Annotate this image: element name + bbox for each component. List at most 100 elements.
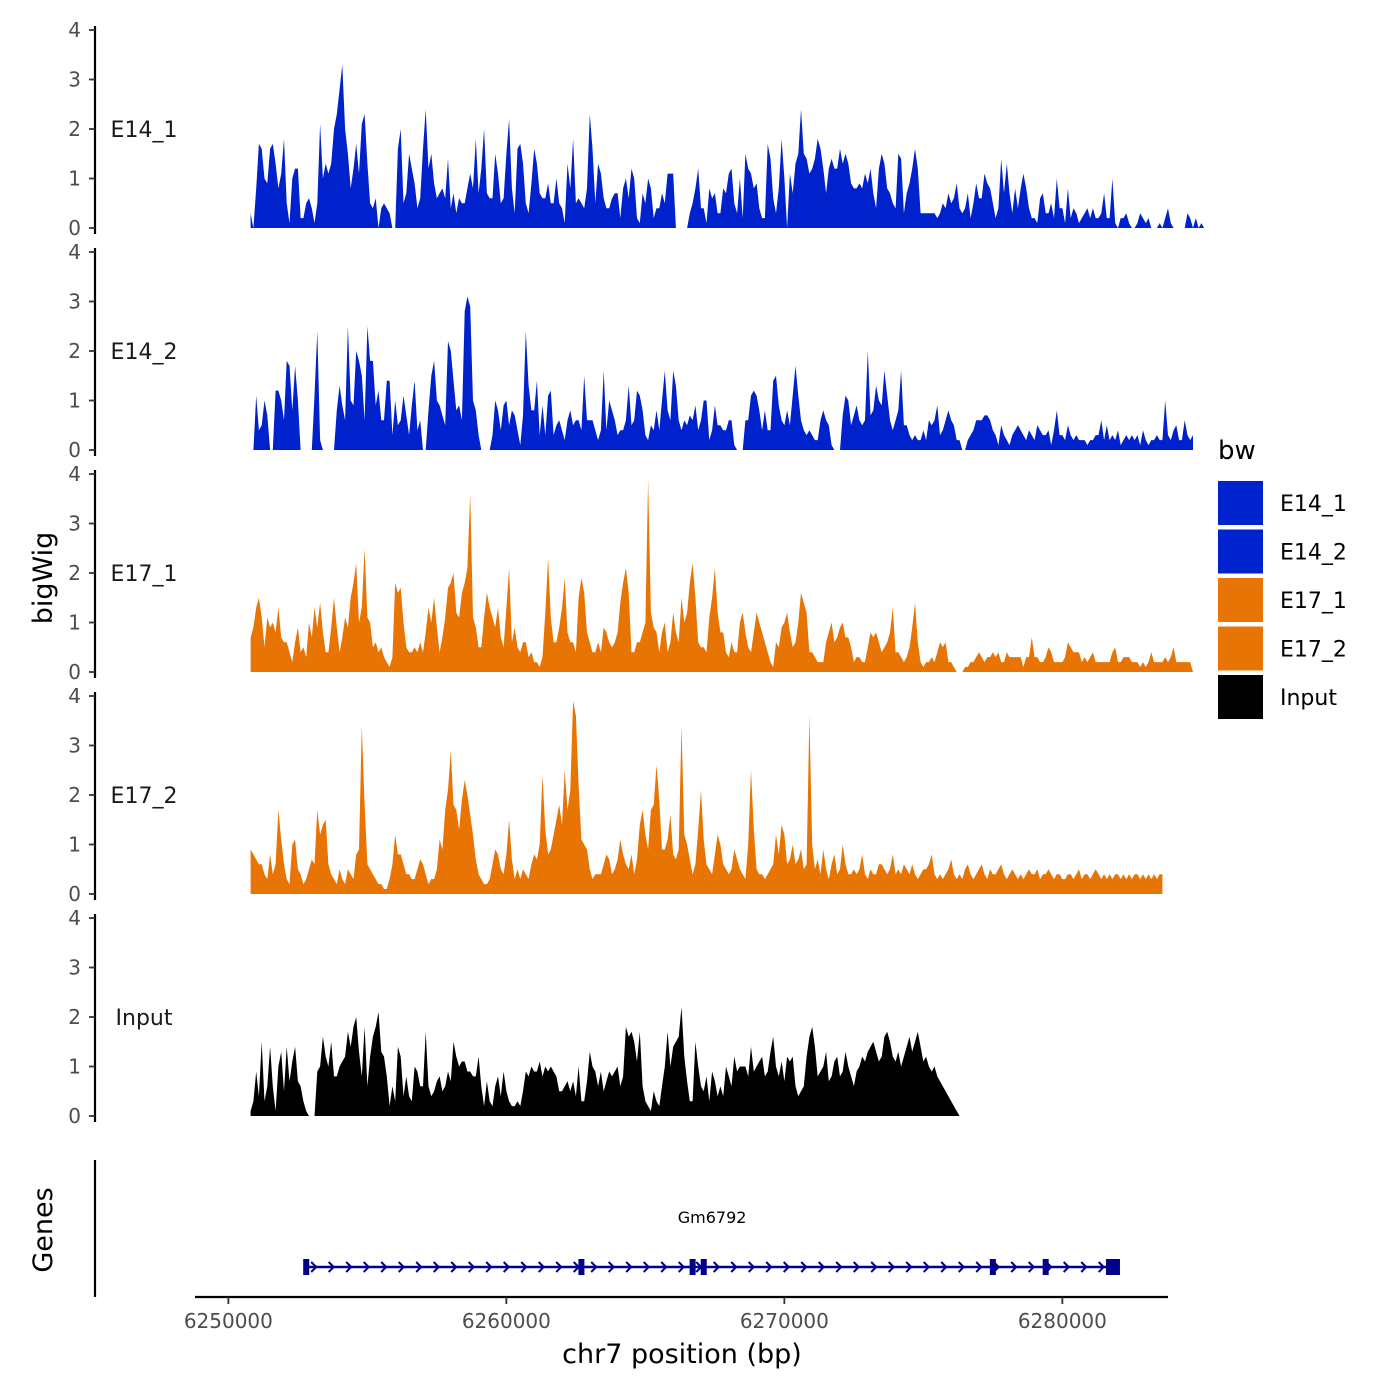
track-e14-1: 0 1 2 3 4 E14_1 — [68, 18, 1216, 240]
strand-arrow — [800, 1261, 808, 1273]
strand-arrow — [590, 1261, 598, 1273]
strand-arrow — [817, 1261, 826, 1273]
strand-arrow — [940, 1261, 948, 1273]
strand-arrow — [835, 1261, 843, 1273]
y-tick-label: 1 — [68, 611, 81, 635]
strand-arrow — [922, 1261, 931, 1273]
strand-arrow — [415, 1261, 423, 1273]
y-tick-label: 1 — [68, 833, 81, 857]
track-label: E14_2 — [111, 340, 178, 365]
strand-arrow — [730, 1261, 738, 1273]
exon-mark — [689, 1259, 696, 1275]
y-tick-label: 3 — [68, 290, 81, 314]
strand-arrow — [747, 1261, 756, 1273]
strand-arrow — [905, 1261, 913, 1273]
legend-swatch-e14-2 — [1218, 529, 1263, 574]
y-tick-label: 3 — [68, 734, 81, 758]
track-e17-1: 0 1 2 3 4 E17_1 — [68, 462, 1196, 684]
y-tick-label: 1 — [68, 1055, 81, 1079]
exon-mark — [989, 1259, 996, 1275]
strand-arrow — [520, 1261, 528, 1273]
strand-arrow — [765, 1261, 773, 1273]
y-tick-label: 4 — [68, 462, 81, 486]
area-e17-2 — [250, 701, 1163, 894]
track-label: E17_2 — [111, 784, 178, 809]
strand-arrow — [957, 1261, 966, 1273]
strand-arrow — [467, 1261, 476, 1273]
strand-arrow — [450, 1261, 458, 1273]
strand-arrow — [1027, 1261, 1036, 1273]
legend-label: E14_1 — [1280, 492, 1347, 517]
strand-arrow — [712, 1261, 721, 1273]
exon-mark — [1105, 1259, 1120, 1275]
area-e14-1 — [250, 64, 1216, 228]
strand-arrow — [502, 1261, 511, 1273]
track-e17-2: 0 1 2 3 4 E17_2 — [68, 684, 1163, 906]
gene-name: Gm6792 — [678, 1208, 747, 1227]
y-tick-label: 2 — [68, 783, 81, 807]
y-tick-label: 3 — [68, 956, 81, 980]
strand-arrow — [345, 1261, 353, 1273]
strand-arrow — [432, 1261, 441, 1273]
y-tick-label: 4 — [68, 240, 81, 264]
x-tick-label: 6270000 — [740, 1309, 829, 1333]
y-tick-label: 3 — [68, 512, 81, 536]
exon-mark — [1042, 1259, 1049, 1275]
y-axis-title: bigWig — [28, 532, 59, 625]
exon-mark — [578, 1259, 585, 1275]
strand-arrow — [782, 1261, 791, 1273]
strand-arrow — [852, 1261, 861, 1273]
area-e17-1 — [250, 479, 1196, 672]
legend-swatch-e17-1 — [1218, 578, 1263, 622]
y-tick-label: 2 — [68, 561, 81, 585]
y-tick-label: 0 — [68, 882, 81, 906]
strand-arrow — [625, 1261, 633, 1273]
strand-arrow — [870, 1261, 878, 1273]
y-tick-label: 4 — [68, 18, 81, 42]
strand-arrow — [887, 1261, 896, 1273]
legend-label: Input — [1280, 686, 1337, 711]
exon-mark — [303, 1259, 310, 1275]
y-tick-label: 2 — [68, 339, 81, 363]
x-tick-label: 6250000 — [184, 1309, 273, 1333]
strand-arrow — [607, 1261, 616, 1273]
track-input: 0 1 2 3 4 Input — [68, 906, 1177, 1128]
strand-arrow — [537, 1261, 546, 1273]
strand-arrow — [327, 1261, 336, 1273]
y-tick-label: 0 — [68, 216, 81, 240]
strand-arrow — [555, 1261, 563, 1273]
legend-title: bw — [1218, 436, 1256, 466]
genes-axis-title: Genes — [28, 1187, 59, 1272]
strand-arrow — [642, 1261, 651, 1273]
legend-label: E17_2 — [1280, 638, 1347, 663]
strand-arrow — [1010, 1261, 1018, 1273]
y-tick-label: 2 — [68, 1005, 81, 1029]
x-tick-label: 6260000 — [462, 1309, 551, 1333]
track-label: E17_1 — [111, 562, 178, 587]
y-tick-label: 1 — [68, 167, 81, 191]
exon-mark — [700, 1259, 707, 1275]
strand-arrow — [1080, 1261, 1088, 1273]
x-tick-label: 6280000 — [1018, 1309, 1107, 1333]
strand-arrow — [310, 1261, 318, 1273]
y-tick-label: 0 — [68, 1104, 81, 1128]
area-e14-2 — [250, 296, 1194, 450]
legend-label: E17_1 — [1280, 589, 1347, 614]
x-axis-title: chr7 position (bp) — [562, 1339, 802, 1370]
strand-arrow — [397, 1261, 406, 1273]
y-tick-label: 0 — [68, 660, 81, 684]
y-tick-label: 1 — [68, 389, 81, 413]
legend: bw E14_1 E14_2 E17_1 E17_2 Input — [1218, 436, 1347, 719]
strand-arrow — [677, 1261, 686, 1273]
y-tick-label: 4 — [68, 906, 81, 930]
strand-arrow — [380, 1261, 388, 1273]
x-axis: 6250000 6260000 6270000 6280000 — [184, 1295, 1168, 1333]
strand-arrow — [1097, 1261, 1106, 1273]
strand-arrow — [660, 1261, 668, 1273]
track-label: Input — [116, 1006, 173, 1031]
strand-arrow — [1062, 1261, 1071, 1273]
strand-arrow — [362, 1261, 371, 1273]
y-tick-label: 0 — [68, 438, 81, 462]
legend-label: E14_2 — [1280, 541, 1347, 566]
